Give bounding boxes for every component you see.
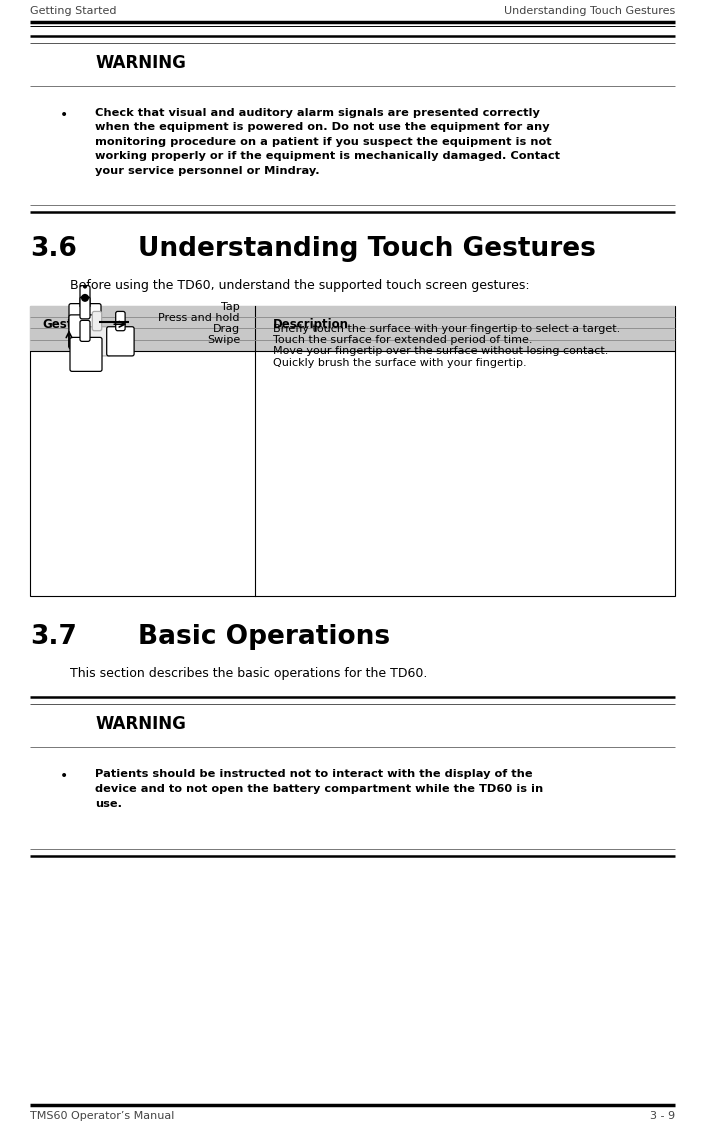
FancyBboxPatch shape: [70, 337, 102, 372]
Text: 3.7: 3.7: [30, 623, 77, 650]
Text: WARNING: WARNING: [95, 715, 186, 733]
Text: Understanding Touch Gestures: Understanding Touch Gestures: [138, 236, 596, 262]
Text: Press and hold: Press and hold: [158, 312, 240, 323]
Text: Before using the TD60, understand the supported touch screen gestures:: Before using the TD60, understand the su…: [70, 279, 530, 292]
Bar: [30, 305, 675, 351]
Text: Basic Operations: Basic Operations: [138, 623, 390, 650]
FancyBboxPatch shape: [80, 320, 90, 341]
Text: Check that visual and auditory alarm signals are presented correctly
when the eq: Check that visual and auditory alarm sig…: [95, 108, 560, 175]
FancyBboxPatch shape: [80, 286, 90, 308]
Text: 3.6: 3.6: [30, 236, 77, 262]
Text: Patients should be instructed not to interact with the display of the
device and: Patients should be instructed not to int…: [95, 769, 543, 810]
Text: This section describes the basic operations for the TD60.: This section describes the basic operati…: [70, 667, 428, 680]
FancyBboxPatch shape: [93, 311, 102, 331]
Text: TMS60 Operator’s Manual: TMS60 Operator’s Manual: [30, 1111, 175, 1121]
Text: Description: Description: [273, 318, 349, 331]
Text: Getting Started: Getting Started: [30, 6, 116, 16]
Text: WARNING: WARNING: [95, 54, 186, 72]
Text: Tap: Tap: [222, 302, 240, 311]
Text: Drag: Drag: [213, 324, 240, 334]
Circle shape: [81, 294, 89, 302]
Text: 3 - 9: 3 - 9: [650, 1111, 675, 1121]
FancyBboxPatch shape: [80, 297, 90, 319]
Bar: [30, 305, 675, 596]
Text: Quickly brush the surface with your fingertip.: Quickly brush the surface with your fing…: [273, 358, 526, 367]
Text: Briefly touch the surface with your fingertip to select a target.: Briefly touch the surface with your fing…: [273, 324, 620, 334]
FancyBboxPatch shape: [116, 311, 125, 331]
Text: •: •: [60, 769, 68, 782]
Text: Touch the surface for extended period of time.: Touch the surface for extended period of…: [273, 335, 533, 345]
FancyBboxPatch shape: [83, 327, 111, 356]
Text: Swipe: Swipe: [207, 335, 240, 345]
Text: •: •: [60, 108, 68, 122]
FancyBboxPatch shape: [69, 315, 101, 349]
Text: Understanding Touch Gestures: Understanding Touch Gestures: [504, 6, 675, 16]
FancyBboxPatch shape: [69, 303, 101, 337]
Text: Gesture: Gesture: [42, 318, 95, 331]
Text: Move your fingertip over the surface without losing contact.: Move your fingertip over the surface wit…: [273, 347, 608, 357]
FancyBboxPatch shape: [107, 327, 134, 356]
Circle shape: [83, 285, 87, 288]
